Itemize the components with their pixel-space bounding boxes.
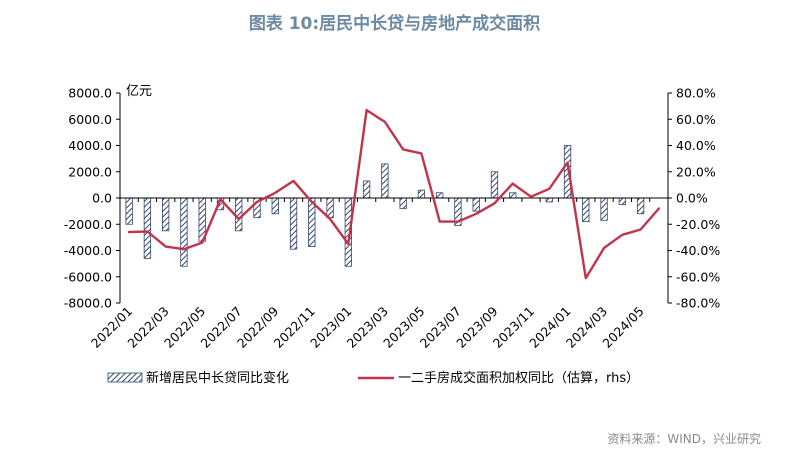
left-tick-label: 4000.0 [68,138,112,153]
bar [362,180,371,199]
chart-title: 图表 10:居民中长贷与房地产成交面积 [248,14,541,34]
legend-bar-label: 新增居民中长贷同比变化 [146,370,289,386]
right-tick-label: 60.0% [676,112,716,127]
right-tick-label: -60.0% [676,269,720,284]
bar [472,197,480,212]
left-tick-label: -4000.0 [64,243,112,258]
right-tick-label: -80.0% [676,296,720,311]
right-tick-label: -40.0% [676,243,720,258]
bar [490,171,499,199]
axes [116,92,672,304]
bar [180,197,188,267]
right-tick-label: -20.0% [676,217,720,232]
bar [618,197,626,205]
bar [125,197,133,225]
bar [436,192,444,199]
bar [582,197,590,223]
left-tick-label: 8000.0 [68,86,112,101]
bar [509,192,517,199]
legend-bar-swatch [107,372,143,383]
legend-line-label: 一二手房成交面积加权同比（估算，rhs） [398,370,639,386]
bar [545,197,553,203]
bar [235,197,243,232]
bar [381,163,389,199]
bar [162,197,170,232]
bar [271,197,279,215]
left-tick-label: -6000.0 [64,269,112,284]
bar [326,197,334,219]
left-axis-unit: 亿元 [126,84,152,99]
left-tick-label: 2000.0 [68,164,112,179]
right-tick-label: 80.0% [676,86,716,101]
bar [289,197,298,250]
bar [399,197,407,209]
legend: 新增居民中长贷同比变化 一二手房成交面积加权同比（估算，rhs） [107,370,639,386]
right-tick-label: 40.0% [676,138,716,153]
left-tick-label: -2000.0 [64,217,112,232]
line-series [127,108,661,280]
left-tick-label: 6000.0 [68,112,112,127]
left-tick-label: 0.0 [92,191,112,206]
bar [636,197,645,215]
right-tick-label: 20.0% [676,164,716,179]
bar [143,197,152,259]
left-tick-label: -8000.0 [64,296,112,311]
source-note: 资料来源：WIND，兴业研究 [607,432,761,446]
line-series-path [127,108,661,280]
bar [600,197,608,221]
right-tick-label: 0.0% [676,191,708,206]
bar [417,189,426,199]
